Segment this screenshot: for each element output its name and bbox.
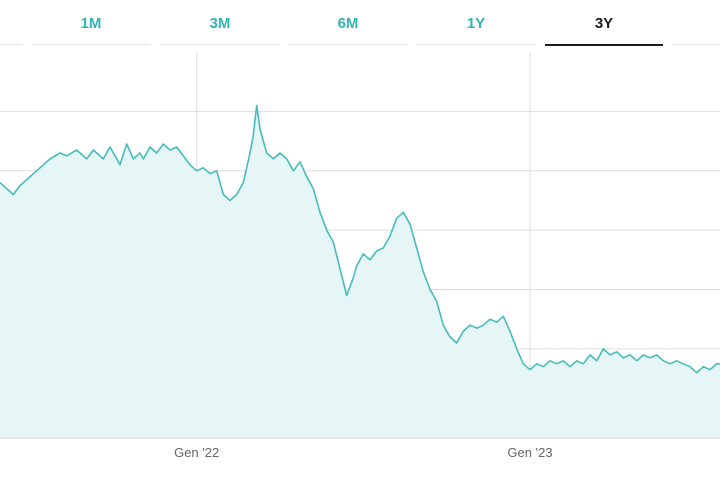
tab-label: 6M	[337, 15, 359, 32]
tab-1y[interactable]: 1Y	[413, 0, 539, 46]
tab-label: 1Y	[466, 15, 486, 32]
x-axis-ticks: Gen '22 Gen '23	[174, 445, 552, 460]
tab-partial-right[interactable]	[669, 0, 720, 46]
tab-6m[interactable]: 6M	[285, 0, 411, 46]
range-tabs: 1M 3M 6M 1Y 3Y	[0, 0, 720, 46]
tab-3m[interactable]: 3M	[157, 0, 283, 46]
price-area	[0, 105, 720, 439]
tab-1m[interactable]: 1M	[28, 0, 154, 46]
tab-partial-left[interactable]	[0, 0, 26, 46]
tab-label: 3M	[209, 15, 231, 32]
price-line	[0, 104, 720, 374]
x-tick-label: Gen '22	[174, 445, 219, 460]
tab-label: 3Y	[594, 15, 614, 32]
x-tick-label: Gen '23	[507, 445, 552, 460]
tab-3y[interactable]: 3Y	[541, 0, 667, 46]
tab-label: 1M	[80, 15, 102, 32]
